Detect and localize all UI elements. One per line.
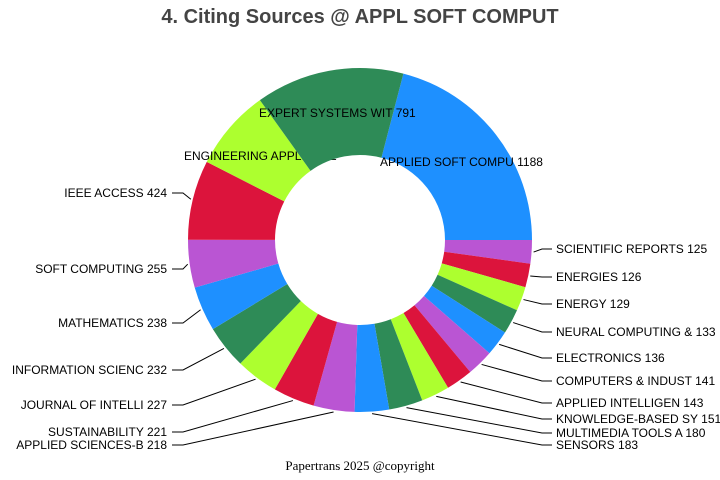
leader-line: [172, 192, 192, 200]
slice-sensors: [354, 323, 390, 413]
slice-scientific-reports: [444, 240, 532, 264]
slice-information-scienc: [212, 284, 301, 364]
leader-line: [172, 347, 225, 371]
leader-line: [512, 322, 552, 333]
slice-label: MATHEMATICS 238: [58, 316, 167, 330]
slice-label: IEEE ACCESS 424: [64, 186, 167, 200]
slice-label: ELECTRONICS 136: [556, 351, 665, 365]
slice-label: KNOWLEDGE-BASED SY 151: [556, 412, 720, 426]
slice-soft-computing: [188, 239, 279, 288]
slice-label: EXPERT SYSTEMS WIT 791: [259, 106, 416, 120]
slice-label: ENERGIES 126: [556, 270, 642, 284]
slice-applied-sciences-b: [313, 321, 358, 412]
leader-line: [172, 309, 201, 324]
slice-neural-computing-: [431, 274, 517, 333]
leader-line: [172, 378, 256, 406]
leader-line: [523, 299, 552, 305]
leader-line: [533, 248, 552, 253]
slice-computers-indust: [414, 295, 490, 373]
slice-applied-soft-compu: [381, 73, 532, 240]
leader-line: [371, 413, 552, 446]
slice-multimedia-tools-a: [374, 319, 423, 410]
slice-expert-systems-wit: [259, 68, 404, 171]
leader-line: [172, 411, 334, 446]
slice-label: ENERGY 129: [556, 297, 630, 311]
slice-label: JOURNAL OF INTELLI 227: [21, 398, 168, 412]
slice-label: MULTIMEDIA TOOLS A 180: [556, 426, 706, 440]
leader-line: [530, 275, 552, 278]
slice-energies: [441, 251, 531, 288]
slice-mathematics: [194, 263, 288, 330]
slice-applied-intelligen: [403, 305, 471, 388]
slice-sustainability: [274, 313, 338, 406]
slice-label: SUSTAINABILITY 221: [48, 425, 167, 439]
slice-label: SCIENTIFIC REPORTS 125: [556, 242, 707, 256]
slice-engineering-applic: [206, 100, 311, 202]
slice-electronics: [423, 285, 505, 354]
leader-line: [481, 363, 552, 382]
copyright-footer: Papertrans 2025 @copyright: [285, 458, 435, 473]
slice-energy: [437, 263, 526, 311]
slice-label: APPLIED SOFT COMPU 1188: [380, 155, 543, 169]
slice-knowledge-based-sy: [390, 313, 449, 401]
leader-line: [172, 400, 294, 433]
slice-label: APPLIED SCIENCES-B 218: [16, 438, 167, 452]
slice-label: INFORMATION SCIENC 232: [12, 363, 167, 377]
slice-label: SOFT COMPUTING 255: [35, 262, 167, 276]
leader-line: [460, 381, 552, 404]
leader-line: [499, 343, 552, 359]
chart-title: 4. Citing Sources @ APPL SOFT COMPUT: [161, 6, 559, 28]
slice-label: APPLIED INTELLIGEN 143: [556, 396, 704, 410]
leader-line: [436, 395, 552, 420]
slice-ieee-access: [188, 161, 285, 240]
slice-label: NEURAL COMPUTING & 133: [556, 325, 716, 339]
slice-journal-of-intelli: [240, 301, 318, 390]
leader-line: [406, 407, 552, 434]
leader-line: [172, 263, 189, 270]
slice-label: SENSORS 183: [556, 438, 638, 452]
slice-label: COMPUTERS & INDUST 141: [556, 374, 715, 388]
